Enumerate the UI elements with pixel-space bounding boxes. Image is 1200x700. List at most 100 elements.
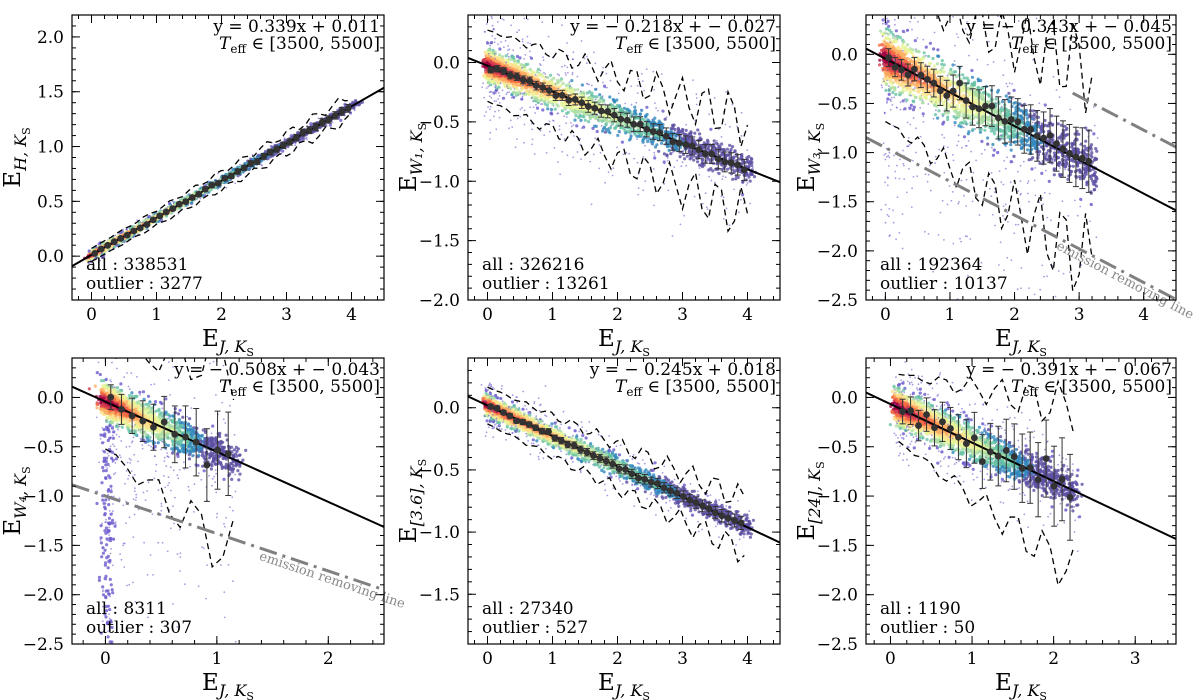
scatter-point	[578, 114, 583, 118]
scatter-point	[357, 102, 362, 106]
scatter-point	[696, 160, 700, 164]
scatter-point	[619, 131, 621, 134]
scatter-point	[566, 42, 568, 44]
scatter-point	[680, 165, 683, 168]
scatter-point	[637, 193, 640, 196]
binned-point	[253, 158, 261, 165]
scatter-point	[483, 50, 487, 54]
scatter-point	[354, 99, 358, 103]
scatter-point	[693, 131, 697, 135]
scatter-point	[676, 131, 680, 135]
scatter-point	[519, 89, 523, 93]
scatter-point	[644, 180, 647, 183]
scatter-point	[544, 73, 547, 75]
scatter-point	[657, 119, 661, 123]
scatter-point	[529, 56, 534, 60]
scatter-point	[662, 152, 667, 156]
binned-point	[240, 164, 248, 172]
scatter-point	[740, 135, 743, 137]
scatter-point	[666, 157, 669, 159]
scatter-point	[522, 67, 526, 71]
scatter-point	[523, 141, 525, 144]
scatter-point	[507, 55, 510, 58]
binned-point	[260, 152, 268, 160]
scatter-point	[672, 151, 674, 154]
scatter-point	[490, 0, 492, 1]
scatter-point	[742, 202, 745, 205]
binned-point	[110, 238, 118, 246]
scatter-point	[100, 252, 103, 254]
scatter-point	[698, 132, 702, 136]
scatter-point	[486, 40, 489, 43]
scatter-point	[518, 56, 522, 60]
scatter-point	[498, 95, 501, 97]
scatter-point	[512, 12, 514, 14]
binned-point	[221, 174, 229, 182]
x-tick-label: 4	[346, 305, 357, 325]
scatter-point	[542, 59, 545, 62]
scatter-point	[523, 109, 526, 112]
scatter-point	[275, 154, 277, 156]
scatter-point	[502, 19, 505, 21]
scatter-point	[318, 126, 322, 130]
scatter-point	[498, 47, 502, 51]
scatter-point	[526, 18, 529, 21]
scatter-point	[561, 150, 564, 153]
scatter-point	[570, 79, 574, 83]
scatter-point	[101, 257, 104, 260]
binned-point	[234, 168, 242, 175]
scatter-point	[604, 86, 607, 89]
scatter-point	[687, 149, 692, 154]
scatter-point	[682, 150, 685, 152]
scatter-point	[744, 178, 748, 182]
scatter-point	[559, 83, 563, 87]
scatter-point	[516, 59, 520, 63]
scatter-point	[598, 167, 601, 170]
scatter-point	[540, 103, 542, 105]
scatter-point	[330, 113, 332, 116]
scatter-point	[628, 152, 630, 155]
scatter-point	[738, 211, 740, 214]
scatter-point	[498, 4, 500, 6]
scatter-point	[523, 17, 526, 20]
scatter-point	[633, 105, 637, 109]
scatter-point	[586, 55, 588, 58]
binned-point	[273, 145, 281, 153]
scatter-point	[607, 171, 610, 174]
scatter-point	[527, 42, 529, 44]
scatter-point	[499, 4, 501, 6]
y-tick-label: 0.5	[37, 192, 64, 212]
scatter-point	[552, 76, 556, 80]
scatter-point	[489, 119, 492, 121]
scatter-point	[573, 135, 575, 137]
scatter-point	[688, 138, 693, 142]
scatter-point	[590, 203, 593, 206]
scatter-point	[485, 87, 488, 89]
scatter-point	[716, 139, 718, 142]
scatter-point	[521, 93, 524, 95]
scatter-point	[339, 118, 343, 122]
scatter-point	[580, 158, 582, 161]
scatter-point	[576, 75, 579, 78]
scatter-point	[548, 120, 551, 123]
scatter-point	[653, 151, 656, 154]
scatter-point	[493, 8, 495, 10]
scatter-point	[492, 91, 496, 95]
envelope-lower	[91, 112, 352, 263]
scatter-point	[711, 145, 715, 149]
scatter-point	[498, 116, 501, 119]
scatter-point	[741, 193, 745, 197]
scatter-point	[536, 91, 540, 95]
scatter-point	[592, 153, 595, 156]
scatter-point	[605, 72, 608, 75]
binned-point	[286, 138, 294, 146]
scatter-point	[571, 71, 574, 74]
scatter-point	[746, 149, 749, 152]
scatter-point	[501, 89, 504, 92]
binned-point	[162, 208, 170, 216]
scatter-point	[483, 31, 486, 33]
scatter-point	[591, 126, 595, 130]
scatter-point	[681, 161, 684, 164]
scatter-point	[126, 229, 129, 231]
scatter-point	[659, 141, 664, 145]
